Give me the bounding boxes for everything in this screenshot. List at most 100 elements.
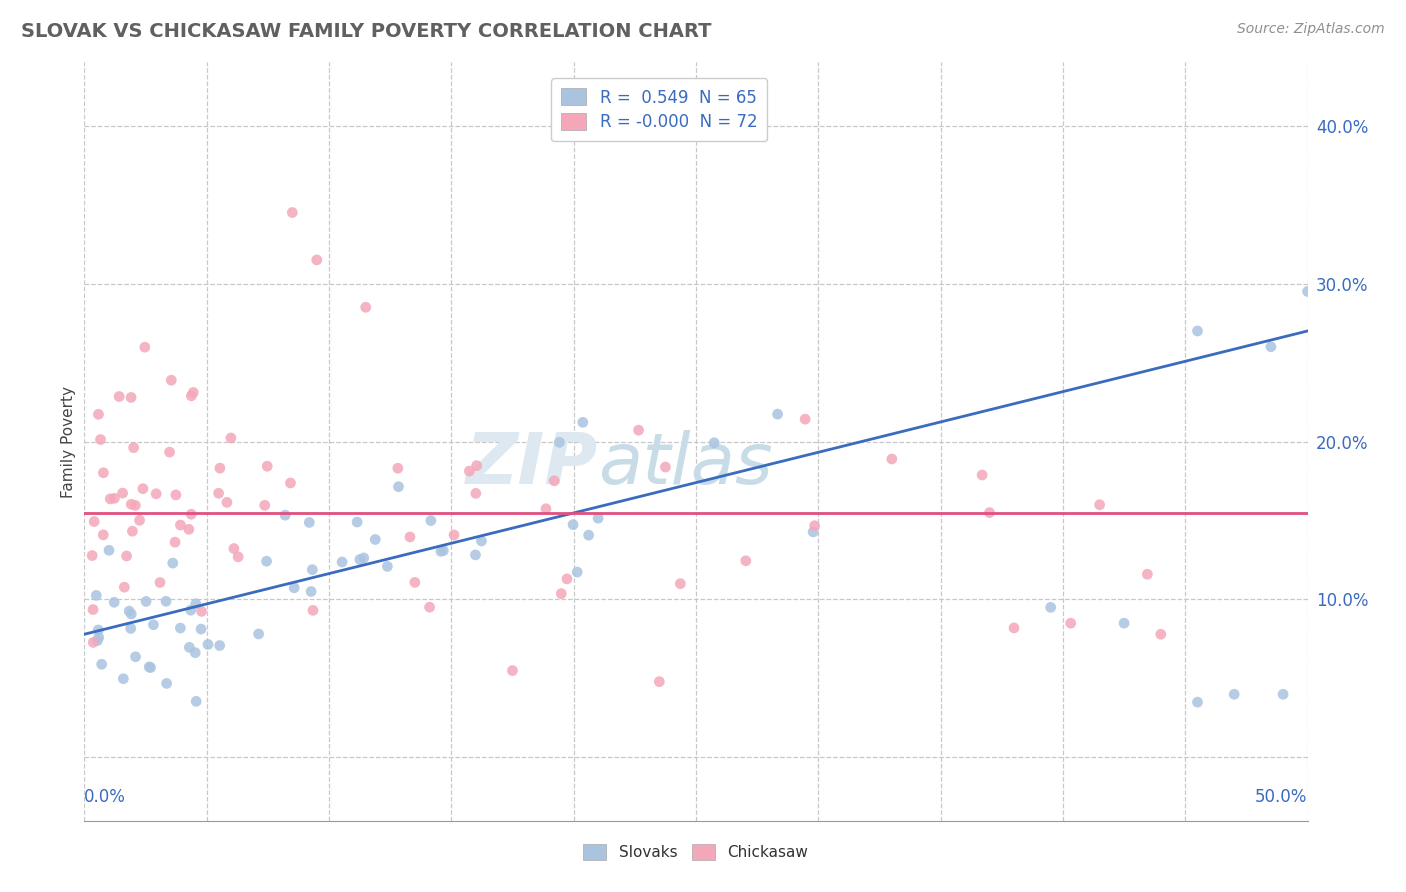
Point	[120, 391, 142, 405]
Point	[567, 565, 589, 579]
Point	[1088, 498, 1111, 512]
Point	[93, 466, 115, 480]
Point	[419, 600, 441, 615]
Point	[122, 441, 145, 455]
Point	[121, 524, 143, 539]
Point	[180, 603, 202, 617]
Point	[364, 533, 387, 547]
Point	[155, 594, 177, 608]
Point	[794, 412, 817, 426]
Legend: Slovaks, Chickasaw: Slovaks, Chickasaw	[578, 838, 814, 866]
Point	[543, 474, 565, 488]
Point	[190, 622, 212, 636]
Point	[98, 491, 121, 506]
Text: 0.0%: 0.0%	[84, 788, 127, 806]
Point	[654, 460, 676, 475]
Point	[880, 452, 903, 467]
Point	[464, 548, 486, 562]
Point	[349, 552, 371, 566]
Point	[669, 576, 692, 591]
Point	[534, 501, 557, 516]
Point	[83, 515, 105, 529]
Point	[648, 674, 671, 689]
Point	[120, 497, 142, 511]
Point	[1150, 627, 1173, 641]
Point	[180, 389, 202, 403]
Point	[572, 415, 595, 429]
Point	[354, 300, 377, 314]
Point	[274, 508, 297, 523]
Point	[247, 627, 270, 641]
Point	[87, 631, 110, 645]
Point	[208, 461, 231, 475]
Point	[128, 513, 150, 527]
Point	[299, 584, 322, 599]
Point	[548, 435, 571, 450]
Point	[112, 580, 135, 594]
Point	[181, 385, 204, 400]
Point	[972, 468, 994, 483]
Text: SLOVAK VS CHICKASAW FAMILY POVERTY CORRELATION CHART: SLOVAK VS CHICKASAW FAMILY POVERTY CORRE…	[21, 22, 711, 41]
Point	[253, 499, 276, 513]
Point	[419, 514, 441, 528]
Point	[432, 543, 454, 558]
Point	[98, 543, 121, 558]
Point	[430, 544, 453, 558]
Point	[87, 623, 110, 637]
Point	[145, 487, 167, 501]
Point	[82, 549, 104, 563]
Point	[1002, 621, 1025, 635]
Point	[120, 622, 142, 636]
Point	[465, 458, 488, 473]
Point	[108, 390, 131, 404]
Point	[184, 646, 207, 660]
Point	[550, 587, 572, 601]
Point	[124, 649, 146, 664]
Point	[82, 602, 104, 616]
Point	[555, 572, 578, 586]
Point	[803, 518, 825, 533]
Point	[115, 549, 138, 563]
Point	[1296, 285, 1319, 299]
Point	[180, 508, 202, 522]
Point	[256, 459, 278, 474]
Point	[208, 639, 231, 653]
Point	[1187, 324, 1209, 338]
Point	[135, 594, 157, 608]
Point	[84, 588, 107, 602]
Point	[86, 633, 108, 648]
Point	[90, 657, 112, 672]
Point	[138, 660, 160, 674]
Text: ZIP: ZIP	[465, 430, 598, 499]
Point	[1272, 687, 1295, 701]
Point	[302, 603, 325, 617]
Point	[703, 435, 725, 450]
Point	[139, 660, 162, 674]
Point	[298, 516, 321, 530]
Point	[280, 475, 302, 490]
Point	[179, 640, 201, 655]
Point	[305, 252, 328, 267]
Point	[443, 528, 465, 542]
Point	[979, 506, 1001, 520]
Point	[103, 595, 125, 609]
Point	[91, 528, 114, 542]
Point	[132, 482, 155, 496]
Point	[124, 499, 146, 513]
Point	[1114, 616, 1136, 631]
Point	[207, 486, 229, 500]
Point	[801, 524, 824, 539]
Point	[1187, 695, 1209, 709]
Point	[87, 408, 110, 422]
Point	[1260, 340, 1282, 354]
Point	[734, 554, 756, 568]
Point	[90, 433, 112, 447]
Point	[627, 423, 650, 437]
Point	[219, 431, 242, 445]
Point	[281, 205, 304, 219]
Point	[184, 597, 207, 611]
Point	[502, 664, 524, 678]
Point	[142, 617, 165, 632]
Text: atlas: atlas	[598, 430, 773, 499]
Point	[377, 559, 399, 574]
